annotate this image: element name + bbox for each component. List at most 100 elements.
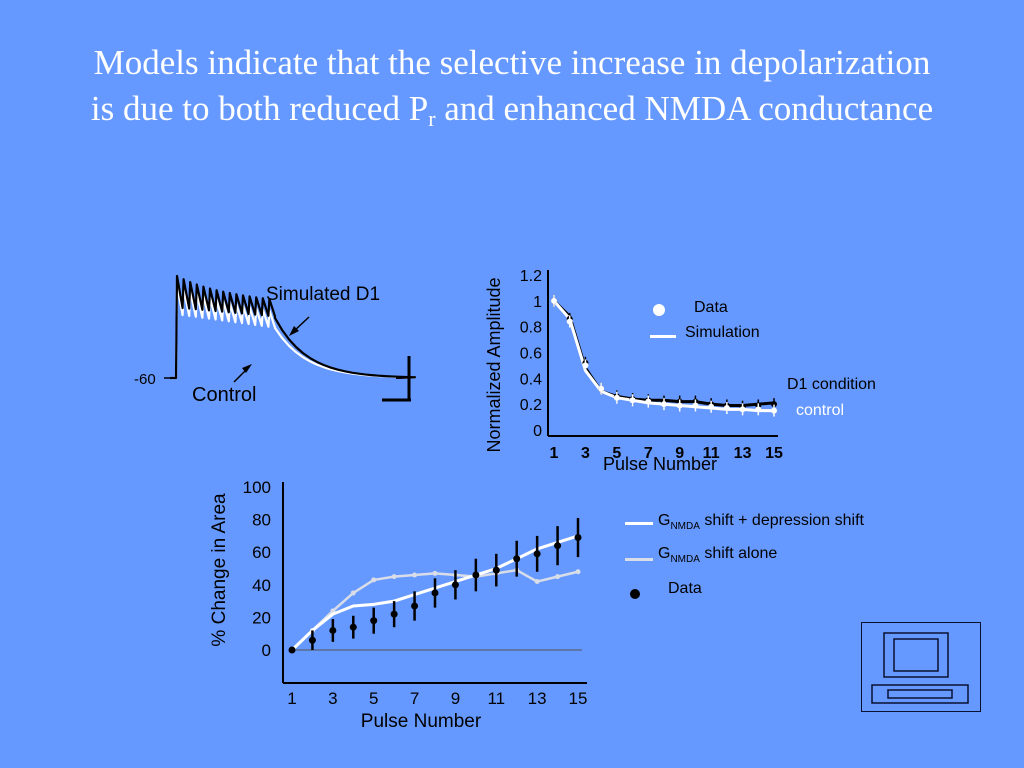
x-tick-label: 15 (765, 445, 783, 462)
data-point-white (661, 401, 667, 408)
baseline-label: -60 (134, 371, 156, 388)
control-label: Control (192, 384, 256, 406)
x-tick-label: 9 (451, 689, 460, 708)
legend-depression-shift-line (625, 522, 653, 525)
data-point (431, 589, 439, 597)
data-point-white (598, 385, 605, 392)
x-tick-label: 11 (703, 445, 720, 462)
data-point-white (613, 394, 620, 401)
data-point-white (723, 405, 730, 412)
legend-g: G (658, 512, 671, 529)
legend-data-marker (653, 304, 665, 316)
x-tick-label: 1 (550, 445, 559, 462)
simulated-arrowhead (289, 326, 299, 336)
shift-alone-point (371, 577, 377, 583)
data-point (513, 555, 521, 563)
data-point (390, 610, 398, 618)
legend-nmda-sub: NMDA (670, 521, 700, 533)
simulated-d1-trace (170, 274, 417, 380)
y-axis-label: Normalized Amplitude (484, 277, 504, 452)
data-point (370, 617, 378, 625)
shift-alone-point (555, 574, 561, 580)
shift-alone-point (412, 572, 418, 578)
data-point-white (582, 362, 589, 369)
legend-simulation-label: Simulation (685, 324, 760, 341)
voltage-trace-panel: -60 Simulated D1 Control (134, 274, 417, 406)
legend-d1-condition-label: D1 condition (787, 376, 876, 393)
x-tick-label: 13 (528, 689, 547, 708)
x-tick-label: 5 (612, 445, 621, 462)
x-axis-label: Pulse Number (361, 711, 482, 732)
data-point-white (551, 297, 557, 304)
y-tick-label: 1.2 (520, 268, 542, 285)
normalized-amplitude-chart: 00.20.40.60.811.21 3 5 7 9 11 13 15 Normalized … (484, 268, 783, 474)
data-point (308, 636, 316, 644)
y-tick-label: 0.4 (520, 371, 542, 388)
y-tick-label: 1 (533, 294, 542, 311)
data-point-white (771, 407, 777, 414)
data-point (288, 646, 296, 654)
data-point (533, 550, 541, 558)
y-tick-label: 0 (262, 641, 271, 660)
computer-icon (871, 632, 969, 704)
y-tick-label: 0.6 (520, 346, 542, 363)
x-tick-label: 11 (487, 689, 505, 708)
legend-depression-text: shift + depression shift (699, 512, 864, 529)
x-tick-label: 13 (734, 445, 752, 462)
data-point (554, 542, 562, 550)
computer-nav-button[interactable] (861, 622, 981, 712)
shift-alone-point (350, 590, 356, 596)
legend-nmda-sub2: NMDA (670, 554, 700, 566)
data-point-white (755, 406, 762, 413)
data-point-white (739, 406, 746, 413)
x-tick-label: 3 (328, 689, 337, 708)
simulation-line-white (552, 299, 774, 413)
simulation-line-black (552, 299, 775, 407)
control-arrowhead (242, 364, 252, 373)
x-tick-label: 5 (369, 689, 378, 708)
legend-data2-label: Data (668, 580, 702, 597)
legend-alone-text: shift alone (699, 545, 778, 562)
legend-alone-line (625, 558, 653, 561)
legend-alone-label: GNMDA shift alone (658, 545, 777, 565)
x-tick-label: 3 (581, 445, 590, 462)
data-point-white (692, 402, 699, 409)
data-point-white (566, 318, 573, 325)
legend-simulation-line (650, 335, 676, 338)
y-tick-label: 60 (252, 543, 271, 562)
x-tick-label: 7 (644, 445, 653, 462)
simulated-d1-label: Simulated D1 (266, 284, 380, 305)
data-point (574, 534, 582, 542)
shift-alone-point (534, 579, 540, 585)
y-axis-label: % Change in Area (209, 493, 230, 647)
y-tick-label: 0 (533, 423, 542, 440)
data-point (451, 581, 459, 589)
shift-alone-point (432, 570, 438, 576)
legend-data-dot (630, 589, 640, 599)
x-tick-label: 7 (410, 689, 419, 708)
y-tick-label: 100 (243, 478, 271, 497)
y-tick-label: 20 (252, 608, 271, 627)
x-tick-label: 15 (569, 689, 588, 708)
legend-depression-shift-label: GNMDA shift + depression shift (658, 512, 864, 532)
legend-control-label: control (796, 402, 845, 419)
title-subscript: r (428, 106, 436, 131)
data-point (329, 626, 337, 634)
y-tick-label: 80 (252, 511, 271, 530)
data-point (492, 566, 500, 574)
x-axis-label: Pulse Number (603, 454, 717, 474)
legend-g2: G (658, 545, 671, 562)
x-tick-label: 9 (675, 445, 684, 462)
title-part2: and enhanced NMDA conductance (435, 89, 934, 128)
data-point-white (629, 397, 636, 404)
y-tick-label: 40 (252, 576, 271, 595)
data-point-black (771, 401, 777, 408)
shift-alone-point (391, 574, 397, 580)
data-point (349, 623, 357, 631)
legend-data-label: Data (694, 299, 728, 316)
shift-alone-point (575, 569, 581, 575)
data-point-white (645, 398, 652, 405)
y-tick-label: 0.8 (520, 320, 542, 337)
data-point (411, 602, 419, 610)
